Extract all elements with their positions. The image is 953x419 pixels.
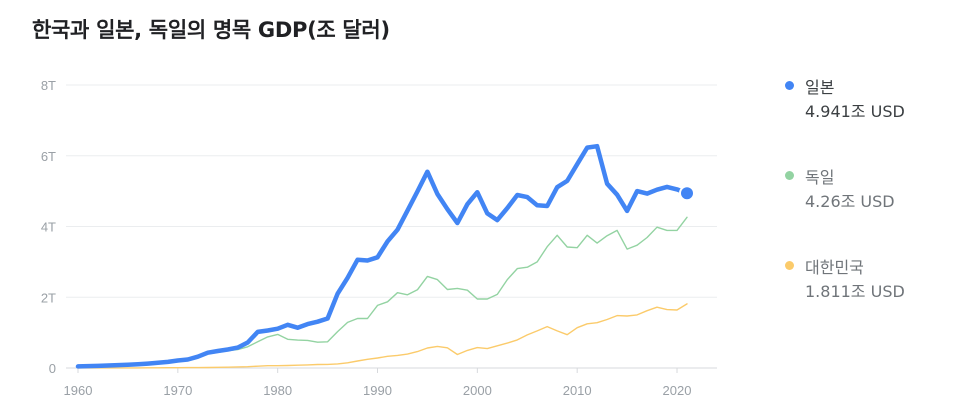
y-tick-label: 0 xyxy=(49,361,56,376)
series-line-2[interactable] xyxy=(77,303,688,369)
x-tick-label: 1980 xyxy=(263,383,292,398)
legend-series-value: 4.26조 USD xyxy=(805,192,895,211)
y-tick-label: 4T xyxy=(41,220,56,235)
chart-title: 한국과 일본, 독일의 명목 GDP(조 달러) xyxy=(32,18,390,42)
legend-series-name: 독일 xyxy=(805,168,835,187)
legend-series-value: 4.941조 USD xyxy=(805,102,905,121)
x-tick-label: 2010 xyxy=(563,383,592,398)
x-tick-label: 2020 xyxy=(663,383,692,398)
gridlines xyxy=(66,84,717,369)
legend-dot-icon xyxy=(785,81,794,90)
series-lines xyxy=(75,143,695,369)
axis-ticks: 0 2T 4T 6T 8T 1960 1970 1980 1990 2000 2010 2020 xyxy=(41,78,692,398)
legend-series-name: 대한민국 xyxy=(805,258,864,277)
y-tick-label: 6T xyxy=(41,149,56,164)
legend-item-japan[interactable]: 일본 4.941조 USD xyxy=(785,74,950,164)
x-tick-label: 1960 xyxy=(64,383,93,398)
legend-dot-icon xyxy=(785,171,794,180)
x-tick-label: 1970 xyxy=(163,383,192,398)
x-tick-label: 2000 xyxy=(463,383,492,398)
legend-dot-icon xyxy=(785,261,794,270)
legend: 일본 4.941조 USD 독일 4.26조 USD 대한민국 1.811조 U… xyxy=(785,74,950,344)
series-line-0[interactable] xyxy=(75,143,690,369)
legend-item-germany[interactable]: 독일 4.26조 USD xyxy=(785,164,950,254)
y-tick-label: 8T xyxy=(41,78,56,93)
legend-series-name: 일본 xyxy=(805,78,835,97)
x-tick-label: 1990 xyxy=(363,383,392,398)
y-tick-label: 2T xyxy=(41,290,56,305)
legend-series-value: 1.811조 USD xyxy=(805,282,905,301)
legend-item-korea[interactable]: 대한민국 1.811조 USD xyxy=(785,254,950,344)
series-line-1[interactable] xyxy=(177,216,688,362)
japan-endpoint-marker[interactable] xyxy=(679,185,695,202)
